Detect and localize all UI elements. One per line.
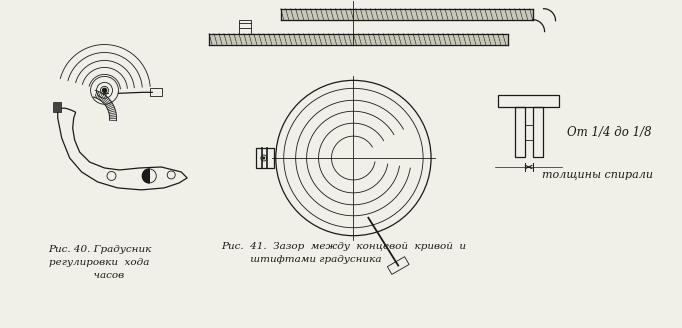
- Bar: [524, 125, 533, 140]
- Text: толщины спирали: толщины спирали: [542, 170, 653, 180]
- Bar: [256, 148, 273, 168]
- Text: Рис.  41.  Зазор  между  концевой  кривой  и
         штифтами градусника: Рис. 41. Зазор между концевой кривой и ш…: [221, 242, 466, 264]
- Bar: [150, 88, 162, 96]
- Text: От 1/4 до 1/8: От 1/4 до 1/8: [567, 126, 652, 139]
- Bar: [53, 102, 61, 112]
- Circle shape: [102, 88, 106, 92]
- Bar: [498, 95, 559, 107]
- Bar: [533, 107, 543, 157]
- Circle shape: [263, 156, 265, 159]
- Text: Рис. 40. Градусник
регулировки  хода
      часов: Рис. 40. Градусник регулировки хода часо…: [48, 245, 151, 280]
- Bar: [515, 107, 524, 157]
- Wedge shape: [143, 169, 149, 183]
- Text: +: +: [102, 89, 110, 99]
- Bar: [239, 20, 251, 33]
